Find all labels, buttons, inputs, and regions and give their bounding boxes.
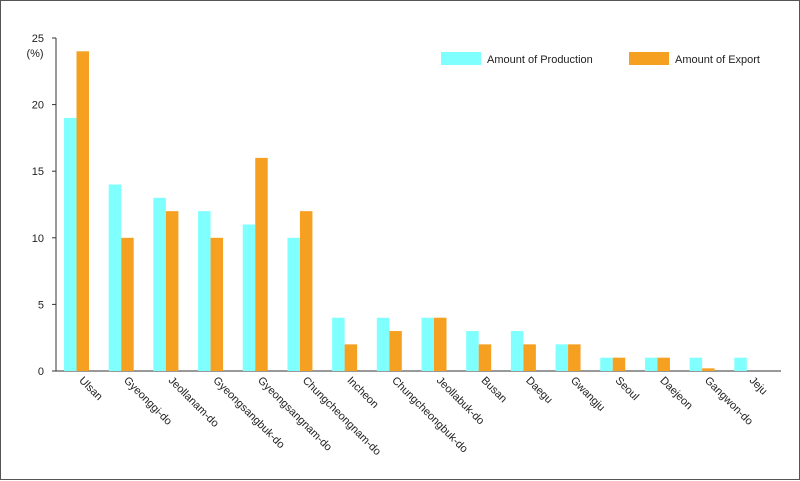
- legend-label: Amount of Production: [487, 54, 593, 66]
- category-label: Chungcheongnam-do: [300, 375, 383, 458]
- bar-production: [242, 224, 256, 371]
- bar-export: [657, 357, 670, 371]
- legend: Amount of Production Amount of Export: [441, 52, 760, 66]
- category-label: Jeju: [747, 375, 770, 398]
- bar-production: [421, 317, 434, 371]
- category-label: Incheon: [345, 375, 381, 411]
- y-tick-label: 20: [32, 100, 44, 112]
- bar-production: [644, 357, 658, 371]
- bar-export: [344, 344, 358, 371]
- legend-label: Amount of Export: [675, 54, 760, 66]
- bar-export: [478, 344, 492, 371]
- category-label: Gwangju: [568, 375, 607, 414]
- legend-swatch: [629, 52, 669, 65]
- bar-production: [600, 357, 613, 371]
- bar-export: [255, 157, 268, 371]
- bar-export: [299, 211, 313, 371]
- bar-export: [612, 357, 626, 371]
- y-tick-label: 0: [38, 366, 44, 378]
- bar-production: [108, 184, 122, 371]
- category-label: Daegu: [523, 375, 554, 406]
- bars: [64, 51, 747, 371]
- bar-export: [434, 317, 447, 371]
- bar-export: [702, 368, 715, 371]
- bar-production: [198, 211, 211, 371]
- bar-production: [332, 317, 345, 371]
- y-axis-label: (%): [26, 48, 43, 60]
- bar-production: [510, 331, 524, 371]
- category-label: Gyeongsangnam-do: [255, 375, 334, 454]
- bar-production: [734, 357, 747, 371]
- bar-production: [689, 357, 703, 371]
- bar-export: [568, 344, 581, 371]
- category-label: Seoul: [613, 375, 641, 403]
- bar-export: [210, 237, 224, 371]
- bar-production: [153, 197, 166, 371]
- bar-export: [523, 344, 536, 371]
- category-label: Busan: [479, 375, 510, 406]
- y-tick-label: 25: [32, 33, 44, 45]
- bar-export: [389, 331, 402, 371]
- bar-production: [466, 331, 479, 371]
- y-tick-label: 10: [32, 233, 44, 245]
- bar-production: [376, 317, 390, 371]
- bar-export: [121, 237, 134, 371]
- bar-production: [287, 237, 300, 371]
- legend-swatch: [441, 52, 481, 65]
- category-label: Daejeon: [657, 375, 694, 412]
- bar-export: [76, 51, 89, 371]
- bar-export: [165, 211, 179, 371]
- category-label: Chungcheongbuk-do: [389, 375, 470, 456]
- bar-production: [64, 117, 77, 371]
- bar-production: [555, 344, 569, 371]
- y-tick-label: 5: [38, 299, 44, 311]
- category-label: Ulsan: [76, 375, 104, 403]
- y-tick-label: 15: [32, 166, 44, 178]
